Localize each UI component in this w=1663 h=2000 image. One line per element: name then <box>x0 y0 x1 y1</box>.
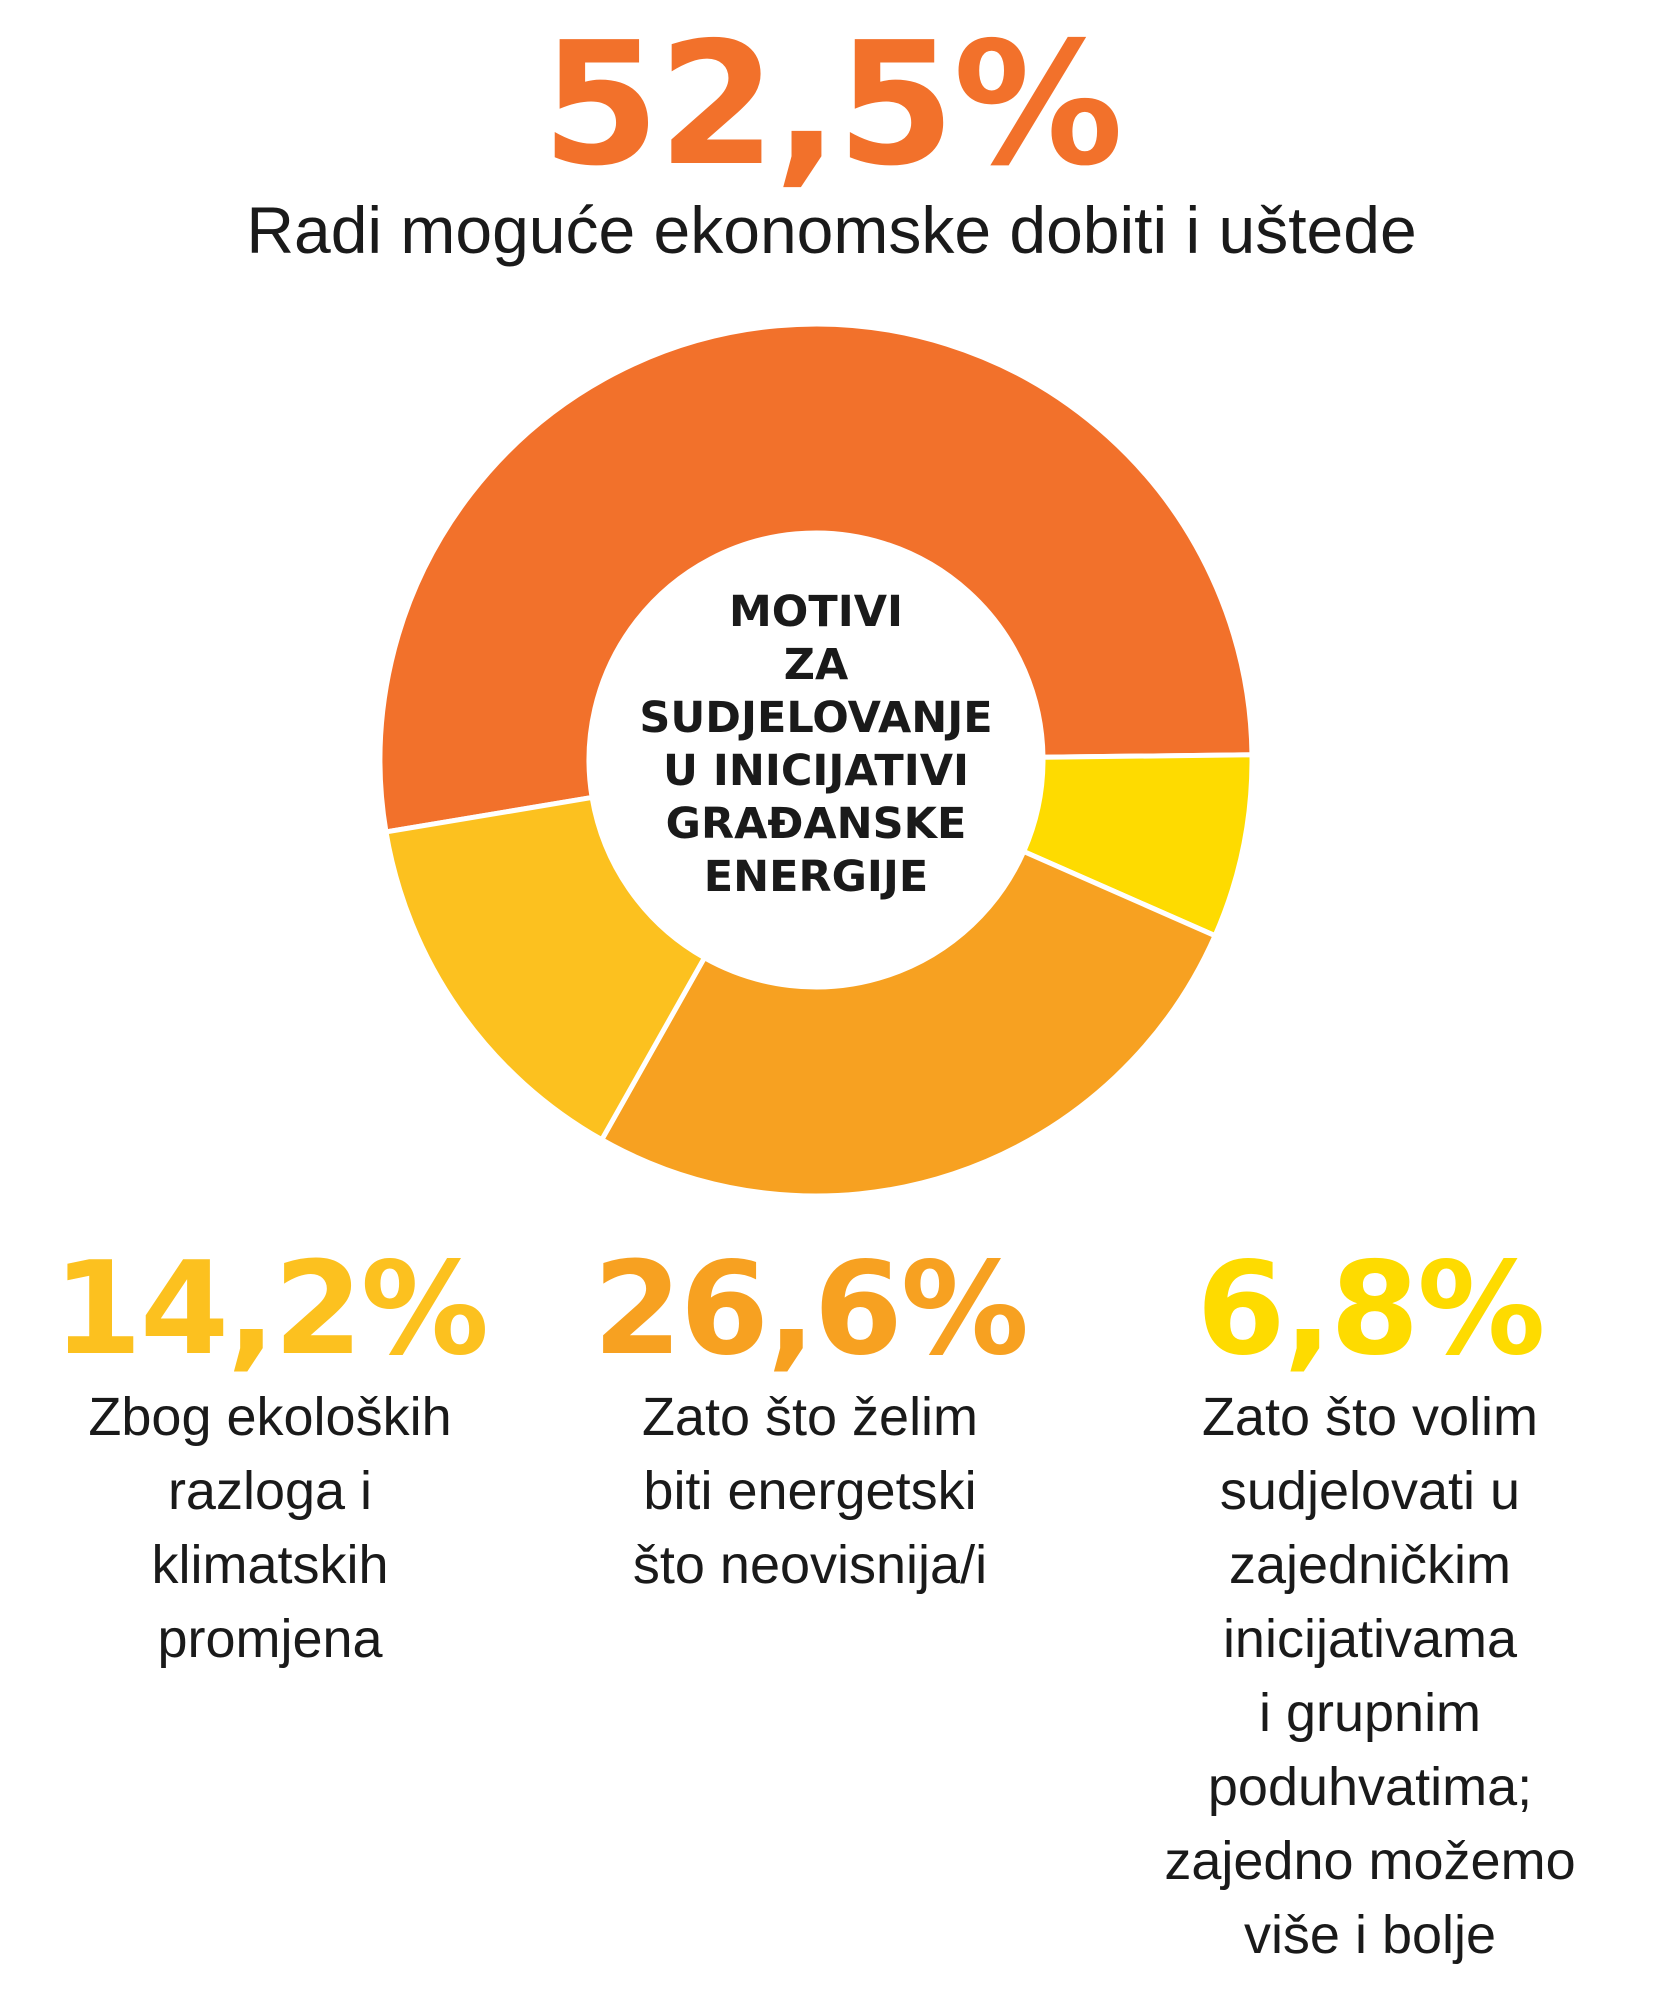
community-label: Zato što volim sudjelovati u zajedničkim… <box>1164 1387 1576 1965</box>
slice-energy-independence <box>598 848 1219 1199</box>
ecological-label: Zbog ekoloških razloga i klimatskih prom… <box>88 1387 452 1669</box>
stat-ecological: 14,2% Zbog ekoloških razloga i klimatski… <box>20 1240 520 1676</box>
ecological-percentage: 14,2% <box>52 1235 489 1384</box>
main-percentage: 52,5% <box>541 6 1124 204</box>
main-label: Radi moguće ekonomske dobiti i uštede <box>246 193 1417 267</box>
energy-independence-label: Zato što želim biti energetski što neovi… <box>632 1387 988 1595</box>
slice-economic <box>377 321 1255 835</box>
stat-community: 6,8% Zato što volim sudjelovati u zajedn… <box>1100 1240 1640 1972</box>
donut-slices <box>377 321 1255 1199</box>
energy-independence-percentage: 26,6% <box>592 1235 1029 1384</box>
community-percentage: 6,8% <box>1196 1235 1546 1384</box>
donut-center-label: MOTIVI ZA SUDJELOVANJE U INICIJATIVI GRA… <box>639 587 993 902</box>
main-stat: 52,5% Radi moguće ekonomske dobiti i ušt… <box>0 20 1663 270</box>
slice-ecological <box>383 794 708 1144</box>
stat-energy-independence: 26,6% Zato što želim biti energetski što… <box>560 1240 1060 1602</box>
